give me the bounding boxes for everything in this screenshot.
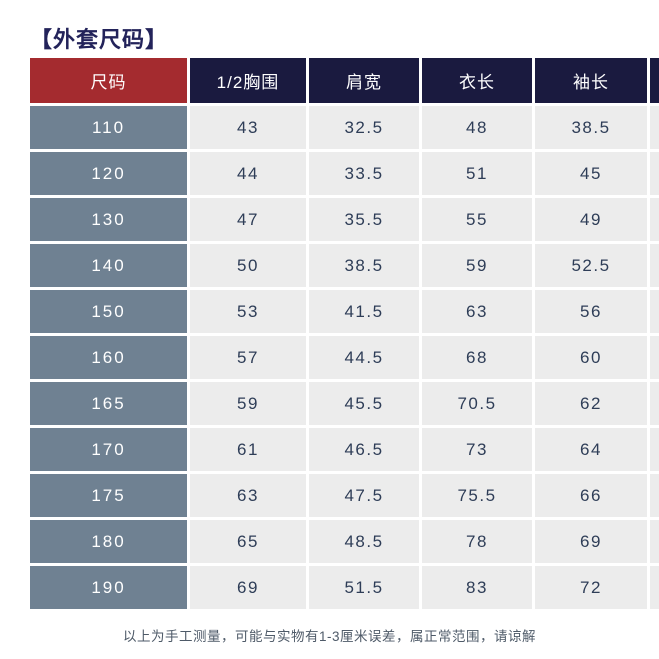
size-label: 190 — [30, 566, 187, 609]
shoulder-width-value: 48.5 — [309, 520, 419, 563]
size-label: 170 — [30, 428, 187, 471]
size-label: 130 — [30, 198, 187, 241]
shoulder-width-value: 33.5 — [309, 152, 419, 195]
size-label: 175 — [30, 474, 187, 517]
garment-length-value: 51 — [422, 152, 532, 195]
header-size: 尺码 — [30, 58, 187, 103]
garment-length-value: 55 — [422, 198, 532, 241]
shoulder-width-value: 45.5 — [309, 382, 419, 425]
header-half-chest: 1/2胸围 — [190, 58, 306, 103]
size-label: 150 — [30, 290, 187, 333]
half-chest-value: 47 — [190, 198, 306, 241]
half-chest-value: 53 — [190, 290, 306, 333]
half-chest-value: 59 — [190, 382, 306, 425]
half-chest-value: 44 — [190, 152, 306, 195]
garment-length-value: 59 — [422, 244, 532, 287]
garment-length-value: 83 — [422, 566, 532, 609]
shoulder-width-value: 47.5 — [309, 474, 419, 517]
header-garment-length: 衣长 — [422, 58, 532, 103]
half-chest-value: 57 — [190, 336, 306, 379]
cropped-column-cell-sliver — [650, 336, 659, 379]
cropped-column-cell-sliver — [650, 244, 659, 287]
header-shoulder-width: 肩宽 — [309, 58, 419, 103]
half-chest-value: 69 — [190, 566, 306, 609]
half-chest-value: 65 — [190, 520, 306, 563]
sleeve-length-value: 69 — [535, 520, 647, 563]
shoulder-width-value: 38.5 — [309, 244, 419, 287]
sleeve-length-value: 49 — [535, 198, 647, 241]
garment-length-value: 78 — [422, 520, 532, 563]
size-label: 160 — [30, 336, 187, 379]
garment-length-value: 48 — [422, 106, 532, 149]
cropped-column-cell-sliver — [650, 520, 659, 563]
half-chest-value: 61 — [190, 428, 306, 471]
shoulder-width-value: 46.5 — [309, 428, 419, 471]
sleeve-length-value: 52.5 — [535, 244, 647, 287]
sleeve-length-value: 60 — [535, 336, 647, 379]
size-label: 140 — [30, 244, 187, 287]
size-label: 120 — [30, 152, 187, 195]
cropped-column-cell-sliver — [650, 198, 659, 241]
sleeve-length-value: 45 — [535, 152, 647, 195]
cropped-column-cell-sliver — [650, 428, 659, 471]
half-chest-value: 43 — [190, 106, 306, 149]
garment-length-value: 75.5 — [422, 474, 532, 517]
half-chest-value: 50 — [190, 244, 306, 287]
garment-length-value: 63 — [422, 290, 532, 333]
shoulder-width-value: 44.5 — [309, 336, 419, 379]
shoulder-width-value: 41.5 — [309, 290, 419, 333]
size-label: 110 — [30, 106, 187, 149]
sleeve-length-value: 56 — [535, 290, 647, 333]
shoulder-width-value: 32.5 — [309, 106, 419, 149]
cropped-column-cell-sliver — [650, 382, 659, 425]
shoulder-width-value: 35.5 — [309, 198, 419, 241]
half-chest-value: 63 — [190, 474, 306, 517]
garment-length-value: 68 — [422, 336, 532, 379]
sleeve-length-value: 38.5 — [535, 106, 647, 149]
cropped-column-cell-sliver — [650, 290, 659, 333]
garment-length-value: 70.5 — [422, 382, 532, 425]
cropped-column-header-sliver — [650, 58, 659, 103]
sleeve-length-value: 72 — [535, 566, 647, 609]
size-table: 尺码 1/2胸围 肩宽 衣长 袖长 110 43 32.5 48 38.5 12… — [30, 58, 659, 609]
sleeve-length-value: 64 — [535, 428, 647, 471]
sleeve-length-value: 62 — [535, 382, 647, 425]
size-label: 165 — [30, 382, 187, 425]
size-label: 180 — [30, 520, 187, 563]
cropped-column-cell-sliver — [650, 152, 659, 195]
measurement-disclaimer: 以上为手工测量，可能与实物有1-3厘米误差，属正常范围，请谅解 — [122, 629, 536, 644]
cropped-column-cell-sliver — [650, 474, 659, 517]
shoulder-width-value: 51.5 — [309, 566, 419, 609]
cropped-column-cell-sliver — [650, 106, 659, 149]
page-title: 【外套尺码】 — [30, 27, 169, 52]
header-sleeve-length: 袖长 — [535, 58, 647, 103]
garment-length-value: 73 — [422, 428, 532, 471]
cropped-column-cell-sliver — [650, 566, 659, 609]
sleeve-length-value: 66 — [535, 474, 647, 517]
